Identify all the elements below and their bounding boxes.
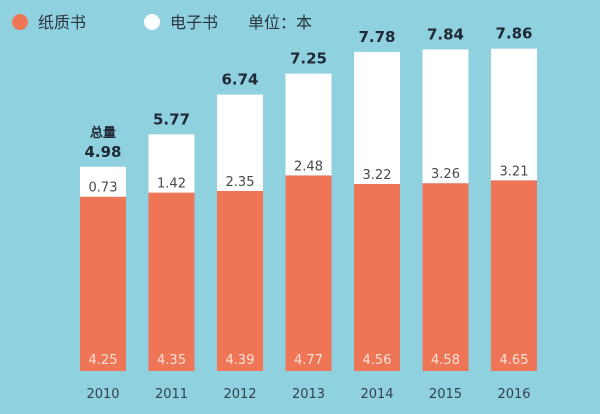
total-label-2015: 7.84 xyxy=(427,25,464,43)
legend-swatch-ebook xyxy=(144,14,160,30)
value-label-paper-2014: 4.56 xyxy=(363,353,392,368)
unit-label: 单位：本 xyxy=(248,13,312,32)
value-label-paper-2016: 4.65 xyxy=(500,353,529,368)
legend-item-ebook: 电子书 xyxy=(144,13,218,32)
x-axis: 2010 2011 2012 2013 2014 2015 2016 xyxy=(86,387,530,402)
value-label-paper-2015: 4.58 xyxy=(431,353,460,368)
legend-item-paper: 纸质书 xyxy=(12,13,86,32)
total-label-2014: 7.78 xyxy=(358,28,395,46)
value-label-ebook-2011: 1.42 xyxy=(157,177,186,192)
total-prefix-label: 总量 xyxy=(90,125,116,141)
legend-swatch-paper xyxy=(12,14,28,30)
bar-paper-2013 xyxy=(285,175,332,371)
value-label-ebook-2016: 3.21 xyxy=(500,164,529,179)
x-tick-label-2010: 2010 xyxy=(86,387,119,402)
bar-ebook-2014 xyxy=(354,51,400,184)
bar-paper-2011 xyxy=(148,192,195,371)
x-tick-label-2013: 2013 xyxy=(292,387,325,402)
total-label-2013: 7.25 xyxy=(290,50,327,68)
value-label-paper-2013: 4.77 xyxy=(294,353,323,368)
bar-paper-2012 xyxy=(217,190,263,371)
x-tick-label-2016: 2016 xyxy=(497,387,530,402)
bar-ebook-2012 xyxy=(217,94,263,191)
bar-ebook-2010 xyxy=(80,166,126,197)
value-label-paper-2012: 4.39 xyxy=(226,353,255,368)
total-label-2016: 7.86 xyxy=(495,25,532,43)
value-label-ebook-2014: 3.22 xyxy=(363,168,392,183)
x-tick-label-2011: 2011 xyxy=(155,387,188,402)
total-label-2012: 6.74 xyxy=(221,71,258,89)
legend: 纸质书 电子书 单位：本 xyxy=(12,13,312,32)
labels-group: 0.73 4.25 4.98 总量 1.42 4.35 5.77 2.35 4.39 6.74 2.… xyxy=(84,25,532,368)
x-tick-label-2015: 2015 xyxy=(429,387,462,402)
total-label-2010: 4.98 xyxy=(84,143,121,161)
value-label-ebook-2013: 2.48 xyxy=(294,159,323,174)
legend-label-paper: 纸质书 xyxy=(38,13,86,32)
total-label-2011: 5.77 xyxy=(153,110,190,128)
value-label-ebook-2015: 3.26 xyxy=(431,167,460,182)
legend-label-ebook: 电子书 xyxy=(170,13,218,32)
bar-paper-2014 xyxy=(354,183,400,371)
value-label-ebook-2010: 0.73 xyxy=(89,181,118,196)
bar-paper-2015 xyxy=(422,183,469,371)
value-label-paper-2010: 4.25 xyxy=(89,353,118,368)
bar-paper-2016 xyxy=(491,180,537,371)
bars-group xyxy=(80,48,537,371)
bar-ebook-2011 xyxy=(148,134,195,193)
bar-ebook-2013 xyxy=(285,73,332,176)
value-label-ebook-2012: 2.35 xyxy=(226,175,255,190)
value-label-paper-2011: 4.35 xyxy=(157,353,186,368)
x-tick-label-2014: 2014 xyxy=(360,387,393,402)
bar-ebook-2015 xyxy=(422,49,469,184)
bar-ebook-2016 xyxy=(491,48,537,181)
bar-paper-2010 xyxy=(80,196,126,371)
x-tick-label-2012: 2012 xyxy=(223,387,256,402)
